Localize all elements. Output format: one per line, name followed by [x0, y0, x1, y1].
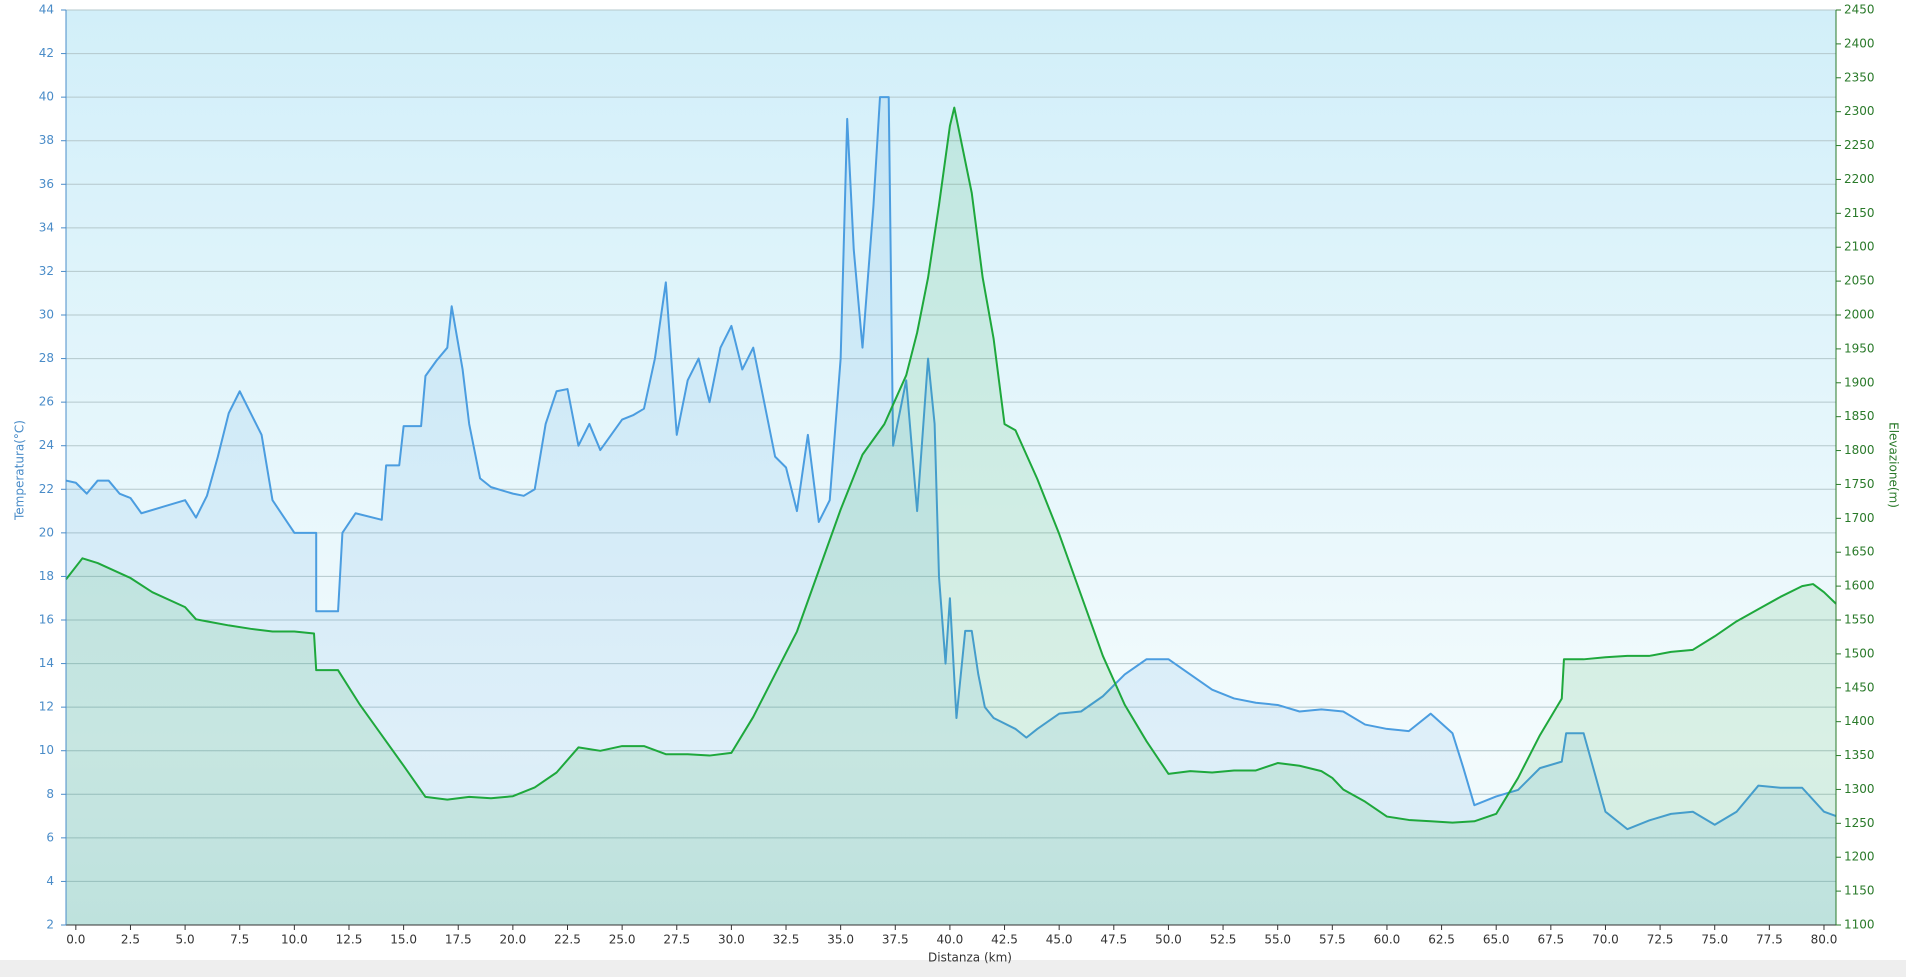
y-tick-label: 42 [39, 46, 54, 60]
x-tick-label: 42.5 [991, 933, 1018, 947]
series-line [65, 96, 1837, 831]
y-tick-label: 28 [39, 351, 54, 365]
y-tick-label: 32 [39, 264, 54, 278]
x-tick-label: 30.0 [718, 933, 745, 947]
y2-tick-label: 1100 [1844, 918, 1875, 932]
x-tick-label: 17.5 [445, 933, 472, 947]
x-tick-label: 10.0 [281, 933, 308, 947]
y-tick-label: 40 [39, 90, 54, 104]
x-tick-label: 35.0 [827, 933, 854, 947]
y2-tick-label: 1300 [1844, 782, 1875, 796]
x-tick-label: 15.0 [390, 933, 417, 947]
y2-tick-label: 1950 [1844, 341, 1875, 355]
x-tick-label: 55.0 [1264, 933, 1291, 947]
area [66, 107, 1836, 926]
y-tick-label: 12 [39, 700, 54, 714]
y2-tick-label: 1550 [1844, 613, 1875, 627]
y2-tick-label: 2350 [1844, 70, 1875, 84]
x-tick-label: 0.0 [66, 933, 85, 947]
y2-tick-label: 2250 [1844, 138, 1875, 152]
y2-tick-label: 1250 [1844, 816, 1875, 830]
y-tick-label: 36 [39, 177, 54, 191]
y-tick-label: 26 [39, 395, 54, 409]
x-tick-label: 2.5 [121, 933, 140, 947]
series-line [65, 106, 1837, 824]
x-axis-label: Distanza (km) [928, 951, 1012, 965]
y2-tick-label: 1700 [1844, 511, 1875, 525]
x-tick-label: 25.0 [609, 933, 636, 947]
y2-tick-label: 2050 [1844, 274, 1875, 288]
x-tick-label: 47.5 [1100, 933, 1127, 947]
y2-tick-label: 1900 [1844, 375, 1875, 389]
footer-strip [0, 960, 1906, 977]
x-tick-label: 20.0 [500, 933, 527, 947]
y2-tick-label: 1600 [1844, 579, 1875, 593]
y-tick-label: 8 [46, 787, 54, 801]
y2-tick-label: 1150 [1844, 884, 1875, 898]
x-tick-label: 57.5 [1319, 933, 1346, 947]
y-tick-label: 34 [39, 220, 54, 234]
x-tick-label: 7.5 [230, 933, 249, 947]
y2-tick-label: 2100 [1844, 240, 1875, 254]
x-tick-label: 62.5 [1428, 933, 1455, 947]
y2-tick-label: 2150 [1844, 206, 1875, 220]
plot-area [66, 10, 1836, 925]
y2-axis-label: Elevazione(m) [1887, 422, 1901, 508]
y2-tick-label: 1650 [1844, 545, 1875, 559]
x-tick-label: 5.0 [176, 933, 195, 947]
y2-tick-label: 1800 [1844, 443, 1875, 457]
x-tick-label: 70.0 [1592, 933, 1619, 947]
y2-tick-label: 2450 [1844, 3, 1875, 17]
x-tick-label: 32.5 [773, 933, 800, 947]
y2-tick-label: 1400 [1844, 714, 1875, 728]
y2-tick-label: 2200 [1844, 172, 1875, 186]
x-tick-label: 75.0 [1701, 933, 1728, 947]
y2-tick-label: 1500 [1844, 646, 1875, 660]
y-tick-label: 6 [46, 830, 54, 844]
y-tick-label: 22 [39, 482, 54, 496]
y2-tick-label: 1750 [1844, 477, 1875, 491]
x-tick-label: 72.5 [1647, 933, 1674, 947]
y-tick-label: 16 [39, 613, 54, 627]
y-tick-label: 2 [46, 918, 54, 932]
y2-tick-label: 1450 [1844, 680, 1875, 694]
x-tick-label: 67.5 [1537, 933, 1564, 947]
x-tick-label: 45.0 [1046, 933, 1073, 947]
y-tick-label: 4 [46, 874, 54, 888]
y-tick-label: 44 [39, 3, 54, 17]
x-tick-label: 50.0 [1155, 933, 1182, 947]
y2-tick-label: 1200 [1844, 850, 1875, 864]
y-axis-label: Temperatura(°C) [13, 420, 27, 521]
y2-tick-label: 1350 [1844, 748, 1875, 762]
layer: 2468101214161820222426283032343638404244… [39, 3, 1875, 947]
y-tick-label: 20 [39, 525, 54, 539]
y-tick-label: 18 [39, 569, 54, 583]
y-tick-label: 10 [39, 743, 54, 757]
y2-tick-label: 2300 [1844, 104, 1875, 118]
x-tick-label: 52.5 [1210, 933, 1237, 947]
y-tick-label: 30 [39, 308, 54, 322]
x-tick-label: 37.5 [882, 933, 909, 947]
x-tick-label: 65.0 [1483, 933, 1510, 947]
x-tick-label: 22.5 [554, 933, 581, 947]
y-tick-label: 38 [39, 133, 54, 147]
x-tick-label: 80.0 [1811, 933, 1838, 947]
x-tick-label: 40.0 [937, 933, 964, 947]
y-tick-label: 14 [39, 656, 54, 670]
x-tick-label: 12.5 [336, 933, 363, 947]
y2-tick-label: 1850 [1844, 409, 1875, 423]
x-tick-label: 77.5 [1756, 933, 1783, 947]
y2-tick-label: 2400 [1844, 36, 1875, 50]
y2-tick-label: 2000 [1844, 308, 1875, 322]
y-tick-label: 24 [39, 438, 54, 452]
x-tick-label: 27.5 [663, 933, 690, 947]
area [66, 97, 1836, 925]
x-tick-label: 60.0 [1374, 933, 1401, 947]
